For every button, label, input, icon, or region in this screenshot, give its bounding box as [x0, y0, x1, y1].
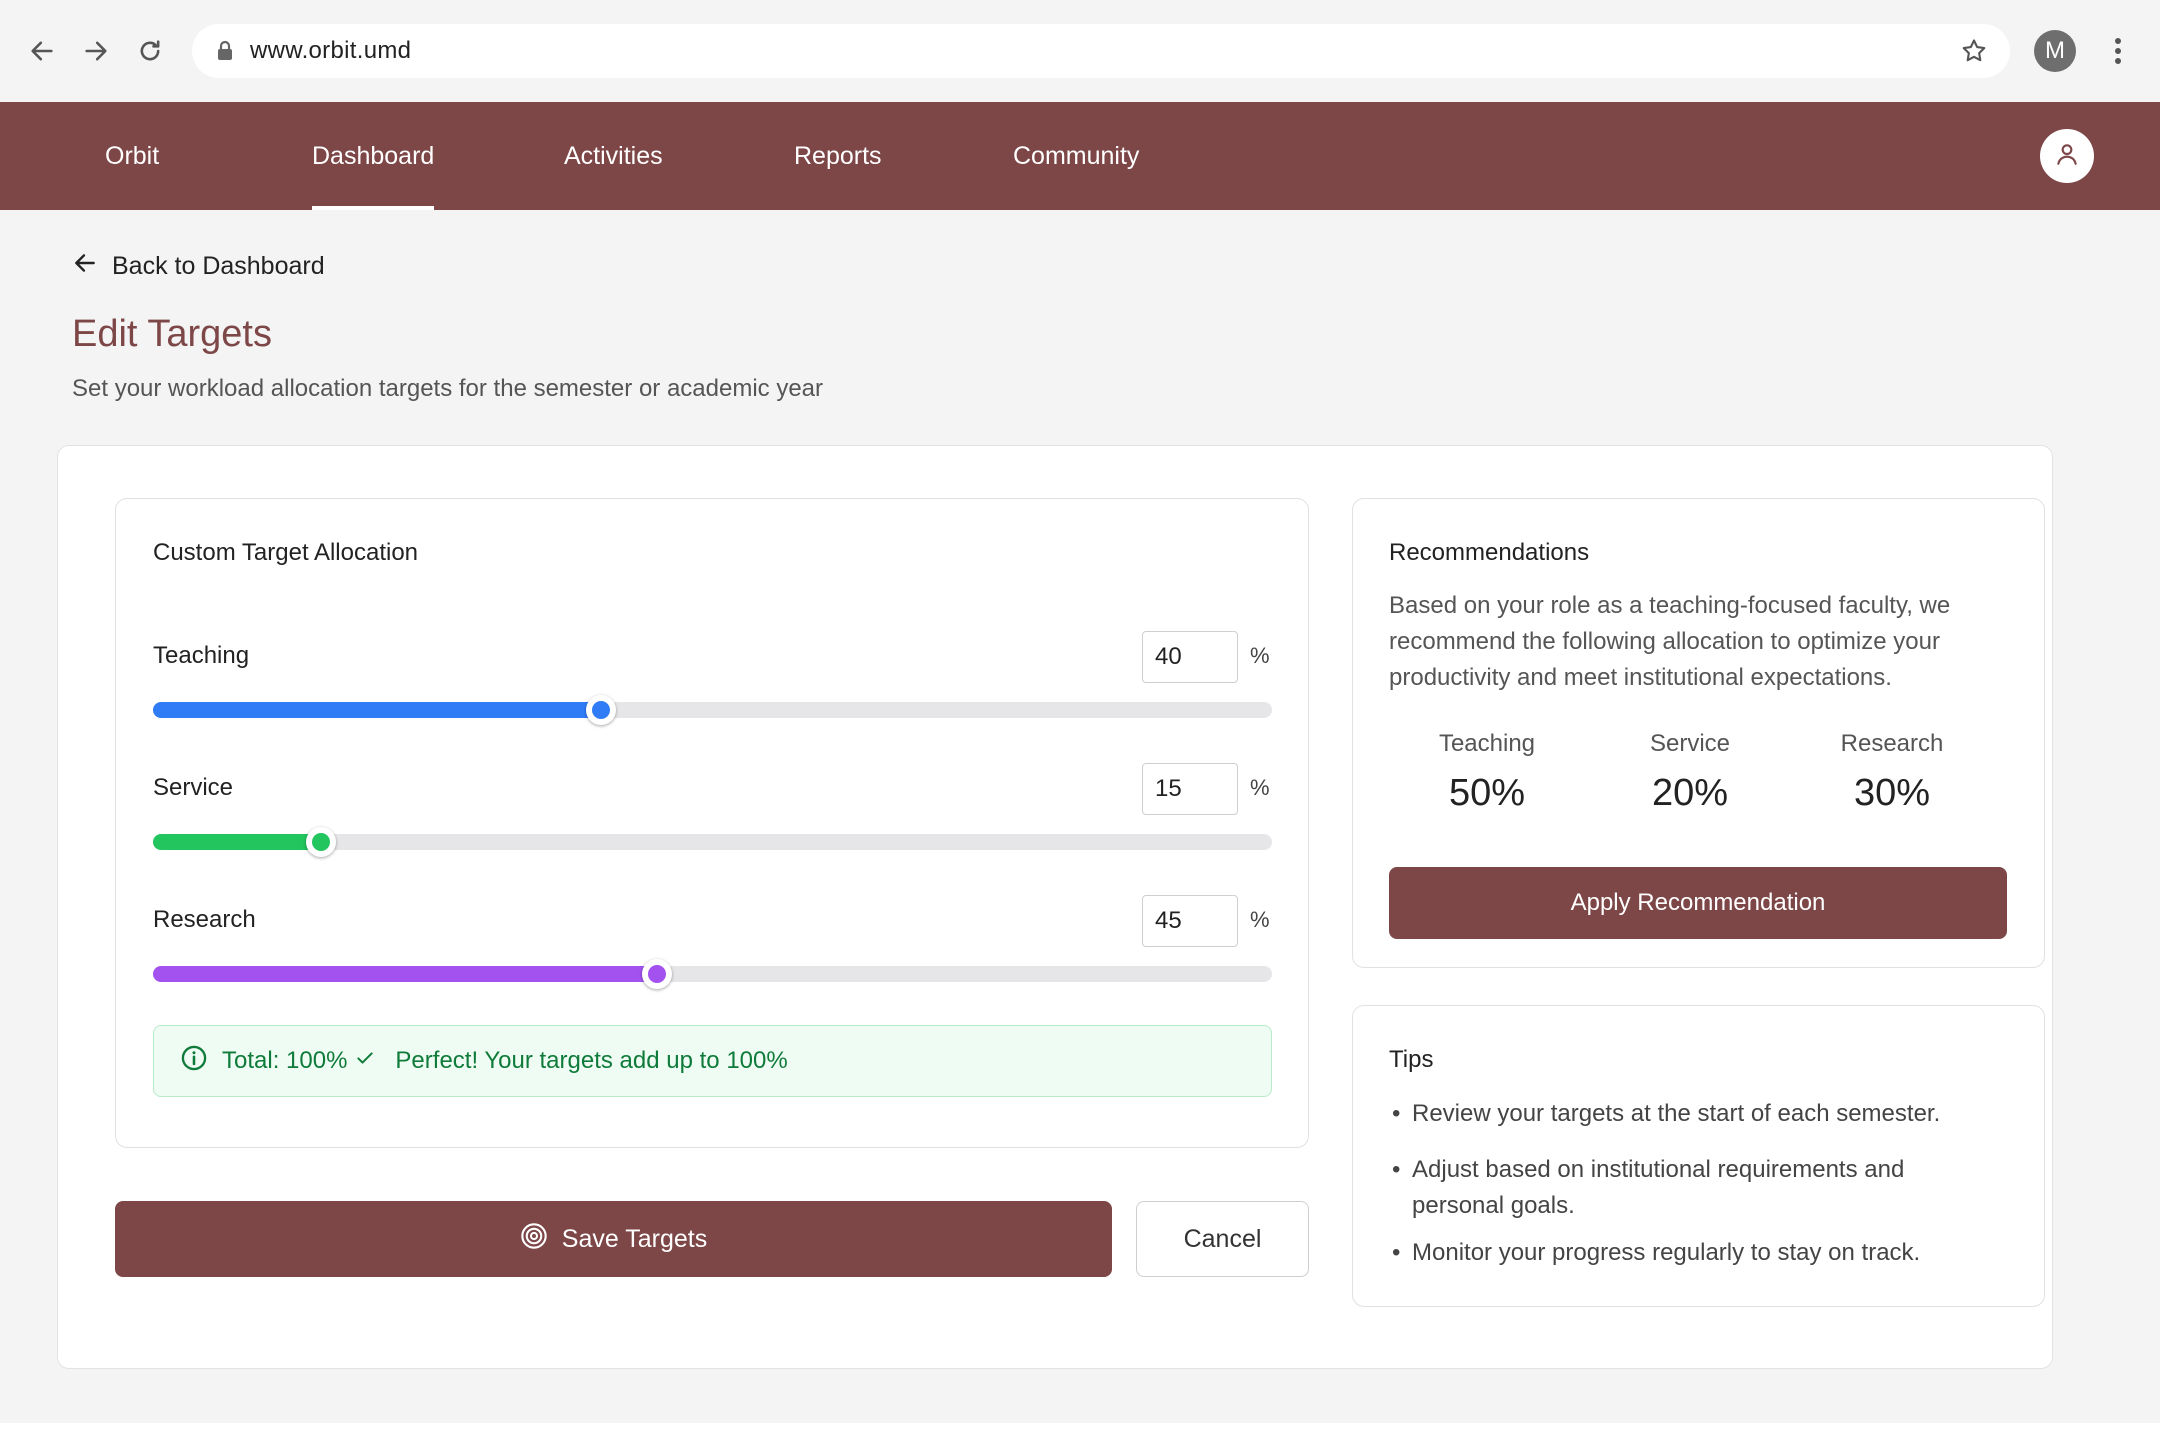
tab-activities[interactable]: Activities	[564, 142, 663, 170]
service-slider-fill	[153, 834, 321, 850]
research-slider-fill	[153, 966, 657, 982]
research-slider-handle[interactable]	[641, 959, 672, 989]
save-targets-button[interactable]: Save Targets	[115, 1201, 1112, 1277]
recommended-service-label: Service	[1649, 730, 1731, 757]
back-link-label: Back to Dashboard	[112, 252, 325, 280]
page-subtitle: Set your workload allocation targets for…	[72, 375, 824, 402]
recommendations-description: Based on your role as a teaching-focused…	[1389, 592, 1951, 691]
tip-text: Review your targets at the start of each…	[1412, 1100, 1941, 1127]
user-account-button[interactable]	[2040, 129, 2094, 183]
research-label: Research	[153, 906, 256, 933]
service-slider-handle[interactable]	[305, 827, 336, 857]
reload-icon[interactable]	[130, 31, 170, 71]
service-percent-input[interactable]: 15	[1142, 763, 1238, 815]
bullet-icon: •	[1392, 1156, 1401, 1183]
custom-allocation-title: Custom Target Allocation	[153, 539, 419, 566]
teaching-slider-fill	[153, 702, 601, 718]
teaching-slider[interactable]	[153, 695, 1272, 725]
tip-text: Adjust based on institutional requiremen…	[1412, 1156, 1905, 1219]
service-slider[interactable]	[153, 827, 1272, 857]
research-slider[interactable]	[153, 959, 1272, 989]
lock-icon	[216, 40, 234, 67]
teaching-label: Teaching	[153, 642, 250, 669]
percent-sign: %	[1250, 907, 1270, 932]
url-text: www.orbit.umd	[250, 37, 412, 64]
page-bottom-edge	[0, 1423, 2160, 1430]
checkmark-icon	[355, 1047, 389, 1075]
cancel-button[interactable]: Cancel	[1136, 1201, 1309, 1277]
browser-profile-avatar[interactable]: M	[2034, 30, 2076, 72]
tab-community[interactable]: Community	[1013, 142, 1140, 170]
back-arrow-icon[interactable]	[22, 31, 62, 71]
recommendations-title: Recommendations	[1389, 539, 1590, 566]
bookmark-star-icon[interactable]	[1960, 37, 1988, 70]
recommended-service-value: 20%	[1651, 772, 1729, 814]
research-percent-input[interactable]: 45	[1142, 895, 1238, 947]
service-label: Service	[153, 774, 234, 801]
tab-reports[interactable]: Reports	[794, 142, 882, 170]
save-targets-label: Save Targets	[561, 1224, 708, 1253]
percent-sign: %	[1250, 775, 1270, 800]
recommended-service: Service 20%	[1590, 730, 1790, 815]
forward-arrow-icon[interactable]	[76, 31, 116, 71]
recommended-teaching-value: 50%	[1448, 772, 1526, 814]
tip-item: • Adjust based on institutional requirem…	[1392, 1152, 1992, 1224]
recommended-research: Research 30%	[1792, 730, 1992, 815]
recommended-teaching: Teaching 50%	[1387, 730, 1587, 815]
apply-recommendation-button[interactable]: Apply Recommendation	[1389, 867, 2007, 939]
recommended-research-value: 30%	[1853, 772, 1931, 814]
recommended-research-label: Research	[1840, 730, 1944, 757]
user-icon	[2054, 141, 2080, 172]
teaching-percent-input[interactable]: 40	[1142, 631, 1238, 683]
percent-sign: %	[1250, 643, 1270, 668]
tip-item: • Monitor your progress regularly to sta…	[1392, 1235, 1992, 1271]
info-circle-icon	[180, 1044, 222, 1079]
tip-text: Monitor your progress regularly to stay …	[1412, 1239, 1921, 1266]
total-status-banner: Total: 100% Perfect! Your targets add up…	[153, 1025, 1272, 1097]
total-message: Perfect! Your targets add up to 100%	[395, 1047, 788, 1074]
tips-title: Tips	[1389, 1046, 1434, 1073]
bullet-icon: •	[1392, 1239, 1401, 1266]
page-title: Edit Targets	[72, 313, 272, 355]
arrow-left-icon	[72, 250, 112, 283]
brand-logo-text[interactable]: Orbit	[105, 142, 160, 170]
tab-dashboard[interactable]: Dashboard	[312, 142, 435, 210]
browser-chrome: www.orbit.umd M	[0, 0, 2160, 102]
recommended-teaching-label: Teaching	[1438, 730, 1536, 757]
total-text: Total: 100%	[222, 1047, 348, 1074]
address-bar[interactable]: www.orbit.umd	[192, 24, 2010, 78]
tips-card	[1352, 1005, 2045, 1307]
browser-menu-icon[interactable]	[2104, 31, 2132, 71]
back-to-dashboard-link[interactable]: Back to Dashboard	[72, 250, 325, 283]
tip-item: • Review your targets at the start of ea…	[1392, 1096, 1992, 1132]
teaching-slider-handle[interactable]	[585, 695, 616, 725]
bullet-icon: •	[1392, 1100, 1401, 1127]
app-navbar: Orbit Dashboard Activities Reports Commu…	[0, 102, 2160, 210]
target-icon	[520, 1222, 562, 1257]
